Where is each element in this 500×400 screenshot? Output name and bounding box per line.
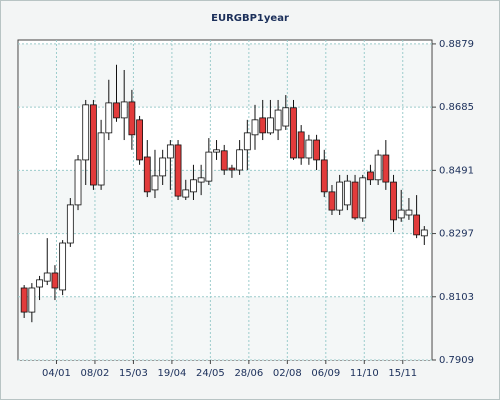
candle-body xyxy=(297,131,305,159)
candle-body xyxy=(143,156,151,193)
y-tick-label: 0.8103 xyxy=(439,292,474,303)
candle-body xyxy=(182,189,190,198)
candle-body xyxy=(59,242,67,291)
candle-body xyxy=(397,209,405,219)
candle-body xyxy=(243,132,251,151)
candle-body xyxy=(251,119,259,136)
y-tick-label: 0.8685 xyxy=(439,102,474,113)
candle-body xyxy=(367,171,374,181)
candle-body xyxy=(120,101,128,119)
candle-body xyxy=(343,180,351,206)
x-tick-label: 02/08 xyxy=(273,368,302,379)
candle-body xyxy=(236,149,244,171)
candle-body xyxy=(259,117,267,134)
candle-body xyxy=(174,144,182,197)
candle-body xyxy=(205,151,213,182)
candle-body xyxy=(82,104,90,161)
candle-body xyxy=(336,181,344,211)
candle-body xyxy=(36,279,43,288)
candle-body xyxy=(320,159,328,193)
candle-body xyxy=(313,139,320,161)
x-tick-label: 11/10 xyxy=(350,368,379,379)
candle-body xyxy=(28,287,36,313)
candle-body xyxy=(151,175,159,191)
x-tick-label: 15/03 xyxy=(119,368,148,379)
grid-band xyxy=(19,296,431,360)
x-tick-label: 28/06 xyxy=(234,368,263,379)
grid-band xyxy=(19,43,431,108)
candle-body xyxy=(190,179,197,193)
candle-body xyxy=(420,229,428,237)
candle-body xyxy=(159,157,167,177)
candle-body xyxy=(97,132,105,186)
candle-body xyxy=(197,177,205,183)
candle-body xyxy=(90,104,97,186)
x-tick-label: 19/04 xyxy=(157,368,186,379)
candle-body xyxy=(290,107,297,159)
candle-body xyxy=(305,139,313,159)
chart-title: EURGBP1year xyxy=(211,13,289,24)
candle-body xyxy=(282,107,290,127)
x-tick-label: 24/05 xyxy=(196,368,225,379)
candle-body xyxy=(351,181,359,219)
candle-body xyxy=(74,159,82,206)
x-tick-label: 15/11 xyxy=(388,368,417,379)
x-tick-label: 08/02 xyxy=(81,368,110,379)
candle-body xyxy=(328,191,336,211)
candle-body xyxy=(66,204,74,244)
candle-body xyxy=(274,109,282,131)
candle-body xyxy=(228,167,236,171)
candle-body xyxy=(390,181,397,221)
candle-body xyxy=(128,101,136,136)
candle-body xyxy=(405,209,413,216)
candle-body xyxy=(413,214,421,236)
candle-body xyxy=(20,287,28,313)
candle-body xyxy=(220,150,228,171)
candle-body xyxy=(113,102,120,119)
y-tick-label: 0.7909 xyxy=(439,355,474,366)
candle-body xyxy=(267,117,274,134)
x-tick-label: 04/01 xyxy=(42,368,71,379)
candle-body xyxy=(382,154,390,183)
candle-body xyxy=(213,149,220,153)
candle-body xyxy=(105,102,113,134)
x-tick-label: 06/09 xyxy=(311,368,340,379)
candle-body xyxy=(359,177,367,219)
y-tick-label: 0.8879 xyxy=(439,39,474,50)
y-tick-label: 0.8491 xyxy=(439,165,474,176)
y-tick-label: 0.8297 xyxy=(439,229,474,240)
candle-body xyxy=(374,154,382,181)
candle-body xyxy=(43,272,51,282)
candle-body xyxy=(166,144,174,159)
candle-body xyxy=(136,119,143,161)
candle-body xyxy=(51,272,59,289)
